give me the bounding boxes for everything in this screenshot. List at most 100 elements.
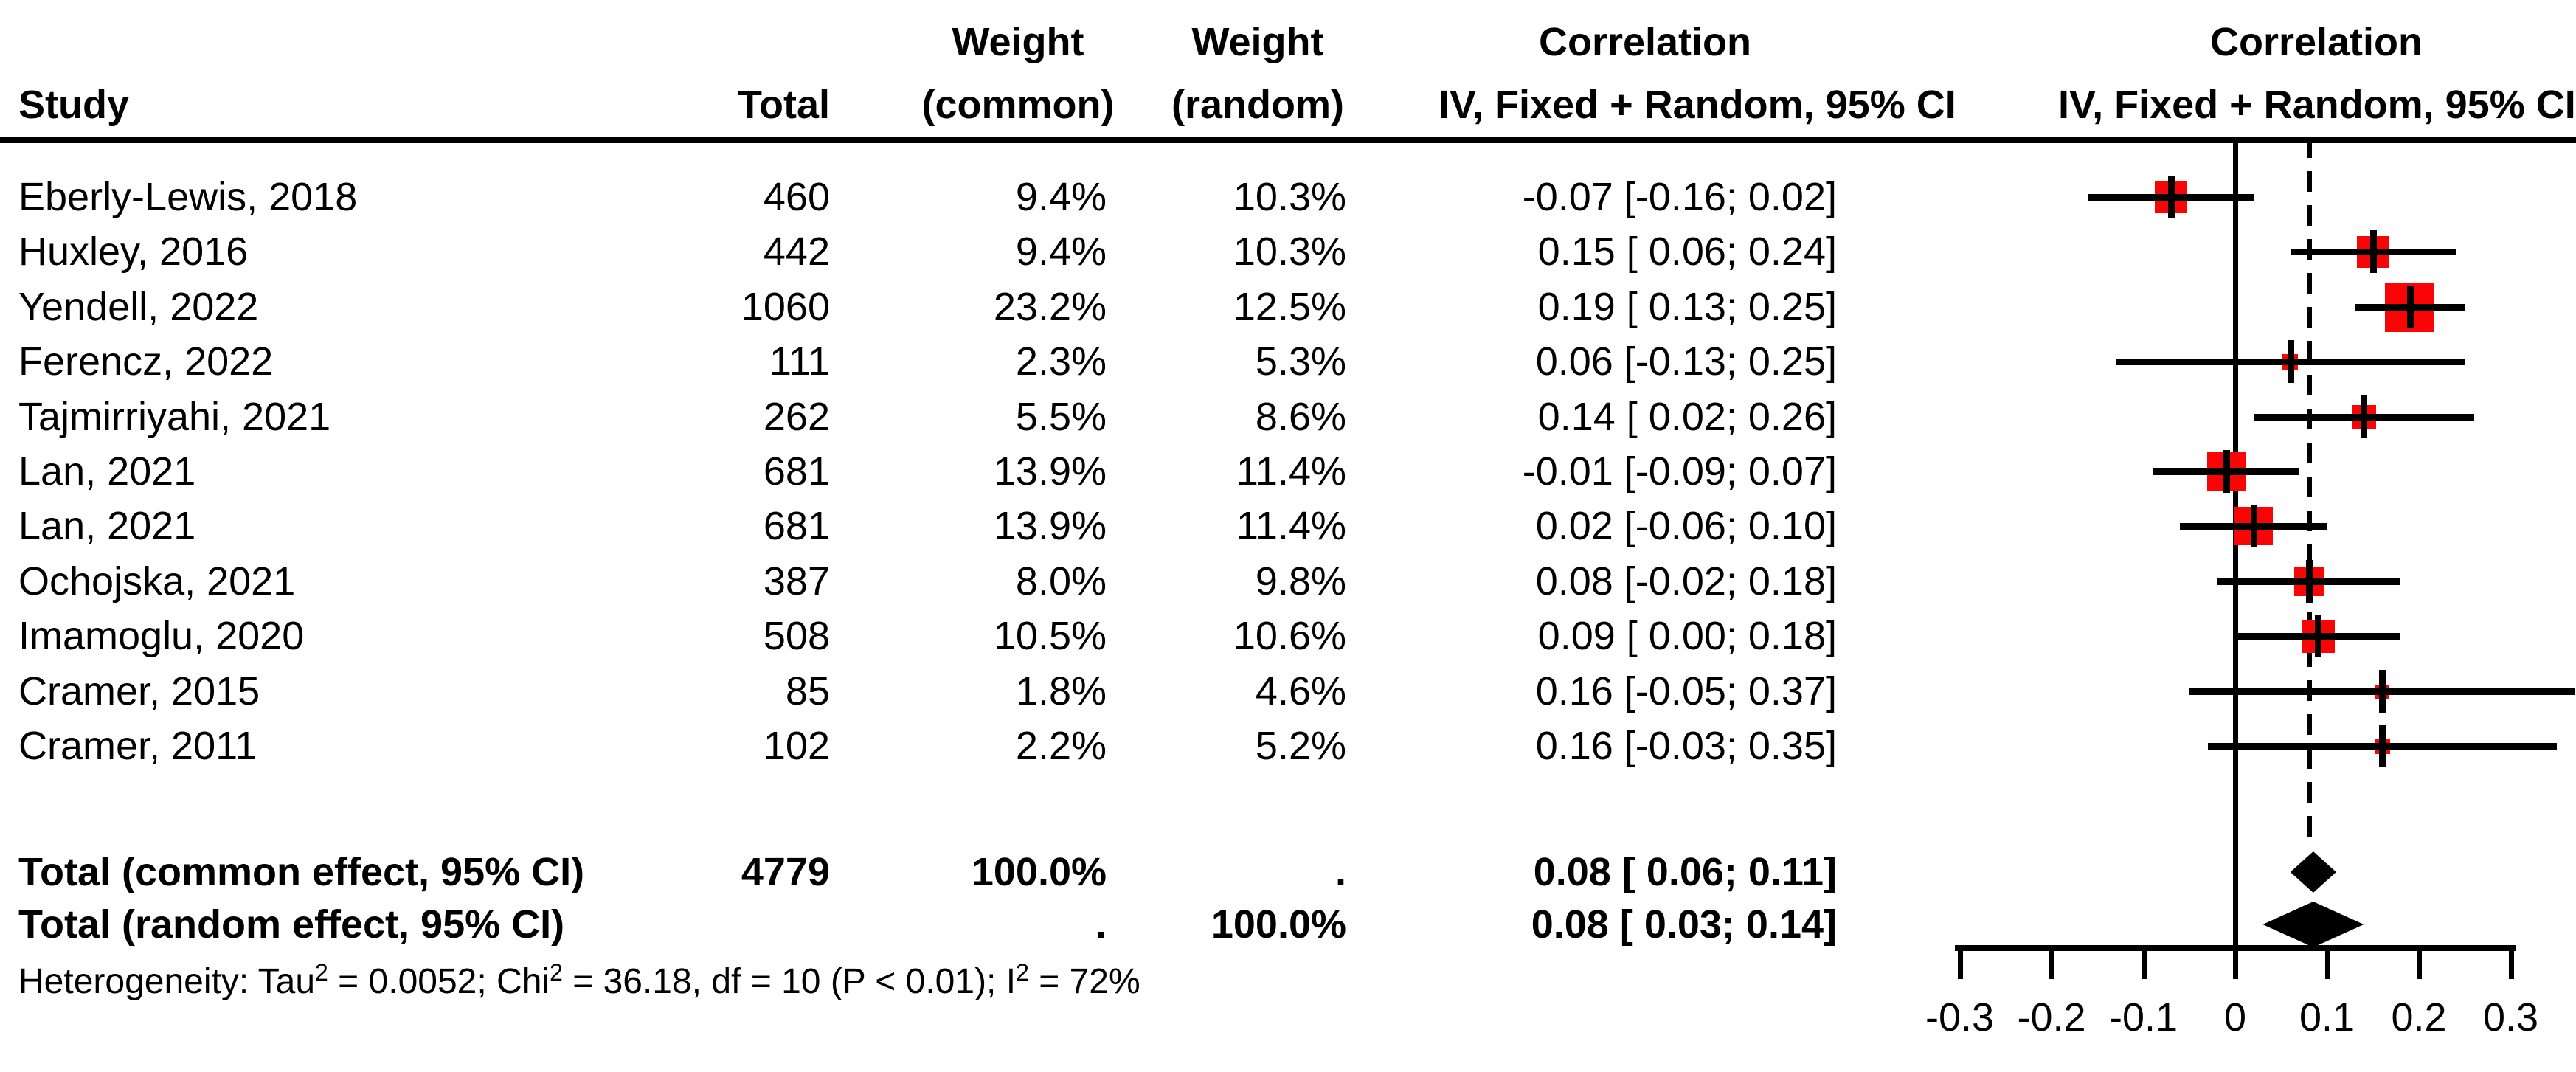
study-weight-common: 8.0% xyxy=(1015,559,1107,604)
study-weight-common: 23.2% xyxy=(993,285,1107,329)
random-effect-diamond xyxy=(2262,902,2364,947)
study-weight-random: 5.3% xyxy=(1255,339,1346,384)
het-text: = 72% xyxy=(1028,962,1140,1001)
header-ci-plot-bottom: IV, Fixed + Random, 95% CI xyxy=(2058,83,2576,127)
study-total: 442 xyxy=(763,229,830,274)
x-axis-tick xyxy=(2508,945,2514,979)
study-total: 102 xyxy=(763,724,830,768)
study-total: 111 xyxy=(769,339,830,384)
study-name: Huxley, 2016 xyxy=(18,229,249,274)
header-total: Total xyxy=(738,83,830,127)
effect-center-tick xyxy=(2287,340,2294,383)
x-axis-tick xyxy=(2233,945,2238,979)
study-name: Ferencz, 2022 xyxy=(18,339,274,384)
total-row-ci-label: 0.08 [ 0.06; 0.11] xyxy=(1533,850,1837,894)
effect-center-tick xyxy=(2315,615,2322,657)
study-ci-label: -0.01 [-0.09; 0.07] xyxy=(1522,449,1837,494)
x-axis-tick-label: 0.3 xyxy=(2482,995,2539,1040)
study-name: Cramer, 2011 xyxy=(18,724,257,768)
header-ci-text-bottom: IV, Fixed + Random, 95% CI xyxy=(1438,83,1956,127)
study-ci-label: 0.14 [ 0.02; 0.26] xyxy=(1537,395,1837,439)
heterogeneity-note: Heterogeneity: Tau2 = 0.0052; Chi2 = 36.… xyxy=(18,961,1140,1002)
study-total: 681 xyxy=(763,504,830,548)
effect-center-tick xyxy=(2167,176,2175,218)
het-text: Heterogeneity: Tau xyxy=(18,962,316,1001)
study-name: Lan, 2021 xyxy=(18,449,196,494)
study-total: 508 xyxy=(763,614,830,658)
study-weight-random: 11.4% xyxy=(1236,449,1346,494)
effect-center-tick xyxy=(2361,395,2368,438)
study-weight-random: 8.6% xyxy=(1255,395,1346,439)
effect-center-tick xyxy=(2250,505,2257,547)
x-axis-tick xyxy=(2141,945,2147,979)
study-ci-label: 0.16 [-0.05; 0.37] xyxy=(1535,669,1837,713)
study-weight-common: 2.3% xyxy=(1015,339,1107,384)
x-axis-tick-label: 0.1 xyxy=(2299,995,2355,1040)
study-name: Yendell, 2022 xyxy=(18,285,259,329)
study-weight-common: 13.9% xyxy=(993,449,1107,494)
study-total: 1060 xyxy=(741,285,830,329)
header-ci-text-top: Correlation xyxy=(1538,20,1752,64)
x-axis-tick-label: -0.1 xyxy=(2108,995,2178,1040)
effect-center-tick xyxy=(2305,560,2313,603)
total-row-weight-common: . xyxy=(1095,902,1107,947)
study-weight-random: 10.3% xyxy=(1233,175,1346,219)
study-weight-random: 11.4% xyxy=(1236,504,1346,548)
study-weight-common: 1.8% xyxy=(1015,669,1107,713)
x-axis-tick xyxy=(2324,945,2330,979)
effect-center-tick xyxy=(2379,670,2386,713)
header-separator-line xyxy=(0,137,2576,143)
het-sup: 2 xyxy=(550,959,563,986)
study-weight-common: 13.9% xyxy=(993,504,1107,548)
study-weight-random: 4.6% xyxy=(1255,669,1346,713)
header-weight-random-bottom: (random) xyxy=(1171,83,1344,127)
study-total: 85 xyxy=(785,669,830,713)
study-weight-random: 10.3% xyxy=(1233,229,1346,274)
study-weight-common: 9.4% xyxy=(1015,175,1107,219)
x-axis-tick xyxy=(2049,945,2054,979)
total-row-weight-random: . xyxy=(1334,850,1346,894)
study-total: 387 xyxy=(763,559,830,604)
pooled-effect-dashed-line xyxy=(2307,137,2312,848)
x-axis-tick-label: -0.2 xyxy=(2017,995,2086,1040)
effect-center-tick xyxy=(2379,725,2386,767)
study-ci-label: 0.06 [-0.13; 0.25] xyxy=(1535,339,1837,384)
x-axis-tick-label: 0 xyxy=(2223,995,2247,1040)
study-total: 262 xyxy=(763,395,830,439)
study-name: Ochojska, 2021 xyxy=(18,559,296,604)
header-weight-common-bottom: (common) xyxy=(921,83,1115,127)
effect-center-tick xyxy=(2223,450,2230,493)
study-weight-common: 9.4% xyxy=(1015,229,1107,274)
x-axis-tick-label: 0.2 xyxy=(2391,995,2447,1040)
study-ci-label: 0.16 [-0.03; 0.35] xyxy=(1535,724,1837,768)
total-row-label: Total (common effect, 95% CI) xyxy=(18,850,585,894)
study-name: Imamoglu, 2020 xyxy=(18,614,305,658)
total-row-weight-common: 100.0% xyxy=(971,850,1107,894)
study-weight-common: 5.5% xyxy=(1015,395,1107,439)
study-total: 681 xyxy=(763,449,830,494)
total-row-total: 4779 xyxy=(741,850,830,894)
het-sup: 2 xyxy=(1016,959,1029,986)
study-ci-label: 0.09 [ 0.00; 0.18] xyxy=(1537,614,1837,658)
study-weight-common: 2.2% xyxy=(1015,724,1107,768)
study-ci-label: 0.02 [-0.06; 0.10] xyxy=(1535,504,1837,548)
x-axis-tick-label: -0.3 xyxy=(1925,995,1995,1040)
study-weight-common: 10.5% xyxy=(993,614,1107,658)
het-sup: 2 xyxy=(315,959,328,986)
het-text: = 36.18, df = 10 (P < 0.01); I xyxy=(562,962,1017,1001)
study-ci-label: 0.19 [ 0.13; 0.25] xyxy=(1537,285,1837,329)
common-effect-diamond xyxy=(2290,851,2336,893)
header-ci-plot-top: Correlation xyxy=(2209,20,2423,64)
study-name: Cramer, 2015 xyxy=(18,669,260,713)
header-weight-random-top: Weight xyxy=(1191,20,1324,64)
study-weight-random: 10.6% xyxy=(1233,614,1346,658)
study-ci-label: -0.07 [-0.16; 0.02] xyxy=(1522,175,1837,219)
header-weight-common-top: Weight xyxy=(952,20,1084,64)
study-ci-label: 0.15 [ 0.06; 0.24] xyxy=(1537,229,1837,274)
effect-center-tick xyxy=(2369,230,2377,273)
study-name: Lan, 2021 xyxy=(18,504,196,548)
study-total: 460 xyxy=(763,175,830,219)
effect-center-tick xyxy=(2406,286,2414,328)
total-row-label: Total (random effect, 95% CI) xyxy=(18,902,565,947)
